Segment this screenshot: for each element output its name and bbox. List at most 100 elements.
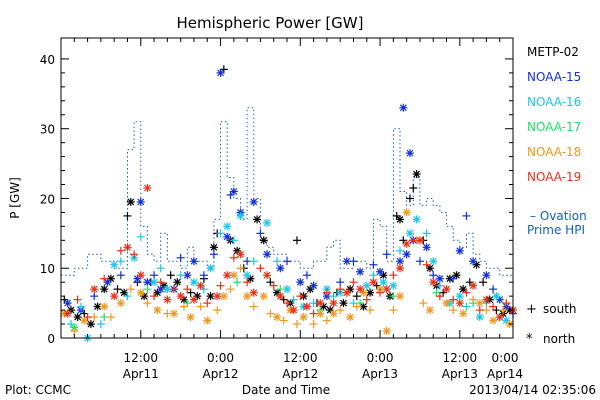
point-noaa-19-39: [336, 285, 345, 294]
point-metp-02-59: [425, 264, 434, 273]
point-noaa-19-29: [269, 281, 278, 290]
point-noaa-15-13: [189, 257, 198, 266]
point-noaa-15-51: [482, 271, 491, 280]
point-noaa-15-49: [462, 211, 471, 220]
point-noaa-15-15: [209, 250, 218, 259]
point-metp-02-52: [392, 211, 401, 220]
point-metp-02-32: [259, 236, 268, 245]
point-noaa-16-33: [369, 271, 378, 280]
point-noaa-18-24: [259, 292, 268, 301]
point-noaa-16-3: [96, 320, 105, 329]
point-noaa-19-57: [455, 299, 464, 308]
point-noaa-19-31: [283, 299, 291, 308]
point-noaa-19-55: [442, 285, 451, 294]
point-noaa-15-40: [402, 250, 411, 259]
point-noaa-15-19: [229, 187, 238, 196]
point-noaa-19-60: [475, 306, 484, 315]
point-noaa-19-42: [356, 285, 365, 294]
point-noaa-15-48: [455, 246, 464, 255]
point-noaa-18-19: [226, 285, 235, 294]
point-noaa-19-48: [396, 264, 404, 273]
x-tick-label-date-4: Apr13: [442, 367, 478, 381]
point-noaa-18-49: [442, 299, 451, 308]
point-noaa-16-34: [379, 278, 388, 287]
point-metp-02-9: [120, 288, 129, 297]
point-noaa-17-3: [183, 299, 192, 308]
point-noaa-18-5: [106, 313, 115, 322]
point-metp-02-20: [186, 288, 195, 297]
point-noaa-19-51: [415, 236, 424, 245]
x-tick-label-time-0: 12:00: [123, 351, 158, 365]
point-metp-02-13: [140, 292, 149, 301]
point-noaa-19-20: [213, 292, 222, 301]
x-tick-label-date-2: Apr12: [282, 367, 318, 381]
x-tick-label-time-5: 0:00: [492, 351, 519, 365]
legend-metp-02: METP-02: [527, 45, 579, 59]
point-noaa-16-17: [223, 222, 232, 231]
point-noaa-19-44: [369, 278, 378, 287]
point-metp-02-46: [352, 292, 361, 301]
point-noaa-16-10: [156, 264, 165, 273]
plot-credit: Plot: CCMC: [5, 383, 71, 397]
point-metp-02-4: [86, 320, 95, 329]
point-noaa-16-22: [263, 218, 272, 227]
point-metp-02-35: [279, 295, 288, 304]
point-noaa-16-25: [289, 295, 298, 304]
point-noaa-18-44: [402, 208, 411, 217]
point-metp-02-8: [113, 285, 122, 294]
point-metp-02-50: [379, 271, 388, 280]
point-noaa-18-2: [80, 316, 89, 325]
point-noaa-19-6: [116, 246, 125, 255]
point-noaa-19-21: [216, 281, 225, 290]
point-noaa-19-63: [495, 313, 504, 322]
point-noaa-19-32: [289, 306, 298, 315]
x-tick-label-date-5: Apr14: [487, 367, 523, 381]
point-noaa-16-4: [110, 260, 119, 269]
point-noaa-16-43: [455, 292, 464, 301]
ovation-hpi-line: [61, 107, 514, 276]
point-noaa-16-1: [76, 302, 85, 311]
point-noaa-16-37: [405, 229, 414, 238]
point-noaa-18-36: [346, 313, 355, 322]
point-noaa-15-9: [156, 285, 165, 294]
point-noaa-19-5: [110, 292, 119, 301]
point-noaa-15-28: [302, 271, 311, 280]
point-noaa-19-37: [322, 288, 331, 297]
point-noaa-19-17: [189, 295, 198, 304]
point-noaa-15-27: [296, 278, 305, 287]
point-noaa-19-43: [362, 295, 371, 304]
point-noaa-16-47: [492, 292, 501, 301]
point-noaa-18-1: [70, 327, 79, 336]
point-noaa-15-38: [396, 257, 404, 266]
point-noaa-18-4: [100, 302, 109, 311]
point-noaa-18-46: [419, 299, 428, 308]
point-noaa-15-47: [449, 274, 458, 283]
point-noaa-15-31: [336, 278, 345, 287]
point-metp-02-63: [452, 271, 461, 280]
ovation-step-line: [61, 107, 514, 276]
point-metp-02-49: [372, 281, 381, 290]
point-noaa-18-43: [396, 292, 404, 301]
point-noaa-18-30: [299, 313, 308, 322]
point-noaa-16-16: [216, 229, 225, 238]
point-metp-02-2: [73, 313, 82, 322]
point-noaa-18-13: [179, 302, 188, 311]
point-noaa-19-4: [100, 274, 109, 283]
point-noaa-16-0: [66, 320, 75, 329]
legend-noaa-15: NOAA-15: [527, 70, 581, 84]
point-metp-02-26: [219, 65, 228, 74]
point-noaa-18-16: [203, 316, 212, 325]
point-metp-02-10: [123, 211, 132, 220]
symbol-legend-south: + south: [526, 302, 577, 317]
point-noaa-19-3: [90, 285, 99, 294]
point-noaa-16-19: [236, 211, 245, 220]
point-noaa-15-46: [435, 274, 444, 283]
x-tick-label-date-0: Apr11: [123, 367, 159, 381]
point-noaa-15-18: [226, 190, 235, 199]
point-noaa-16-35: [389, 281, 398, 290]
point-metp-02-42: [326, 306, 335, 315]
point-noaa-18-22: [243, 292, 252, 301]
point-metp-02-45: [346, 285, 355, 294]
point-metp-02-64: [459, 285, 468, 294]
point-noaa-15-45: [429, 271, 438, 280]
